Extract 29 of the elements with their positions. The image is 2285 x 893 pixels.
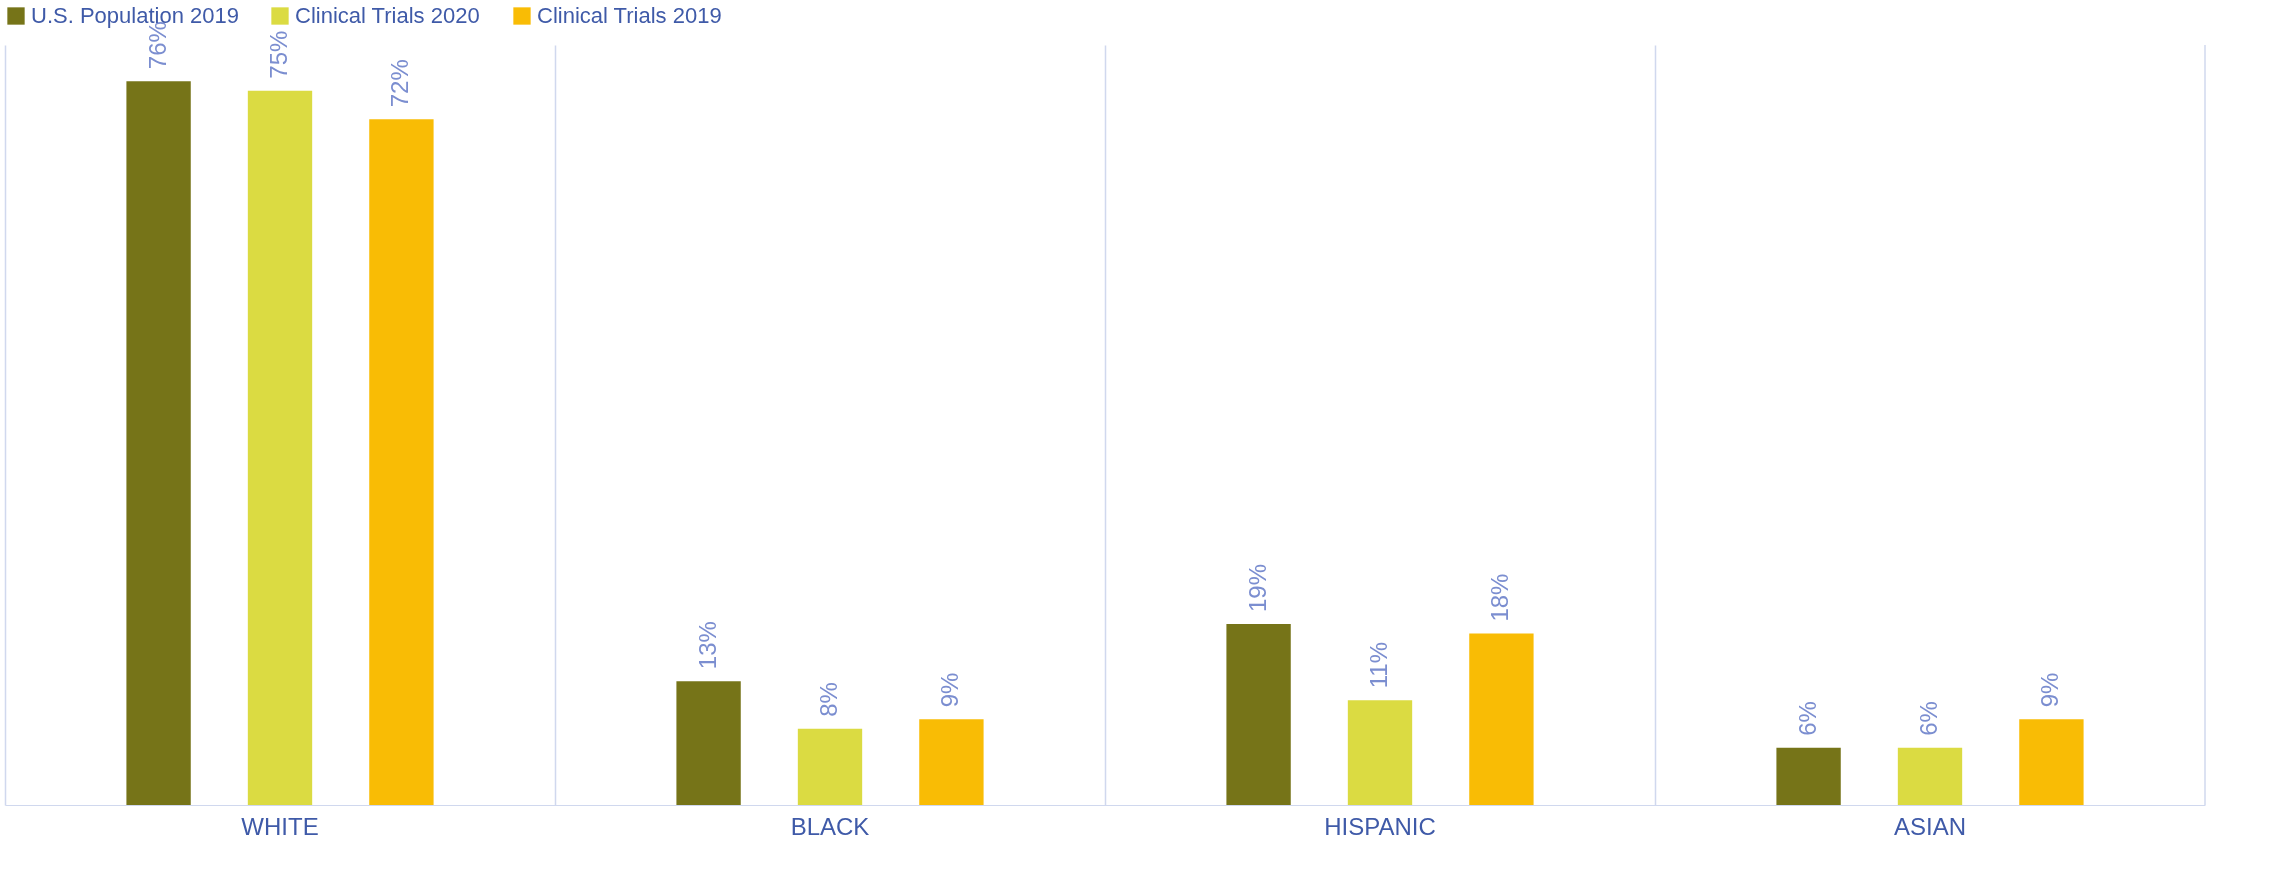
bar	[247, 90, 313, 805]
data-label: 6%	[1793, 701, 1821, 736]
bar	[1897, 747, 1963, 805]
legend-label: Clinical Trials 2020	[295, 3, 480, 28]
bar	[1226, 624, 1291, 805]
x-tick-label: BLACK	[790, 812, 870, 840]
bar	[676, 681, 741, 805]
data-label: 13%	[693, 621, 721, 670]
data-label: 19%	[1243, 564, 1271, 613]
bar	[369, 119, 434, 805]
legend-label: Clinical Trials 2019	[537, 3, 722, 28]
data-label: 9%	[2036, 672, 2064, 708]
bar	[2019, 719, 2084, 805]
data-label: 72%	[386, 59, 414, 108]
x-tick-label: HISPANIC	[1324, 812, 1436, 840]
data-label: 8%	[815, 682, 842, 717]
bar	[1776, 747, 1841, 805]
data-label: 9%	[936, 672, 964, 708]
data-label: 75%	[265, 30, 292, 79]
bar	[126, 81, 191, 805]
x-tick-label: ASIAN	[1893, 812, 1967, 840]
data-label: 11%	[1365, 641, 1392, 689]
bar	[1469, 633, 1534, 805]
data-label: 6%	[1915, 701, 1942, 736]
bar	[797, 728, 863, 805]
bar	[919, 719, 984, 805]
bar	[1347, 700, 1413, 805]
x-tick-label: WHITE	[241, 812, 319, 840]
data-label: 18%	[1486, 573, 1514, 622]
